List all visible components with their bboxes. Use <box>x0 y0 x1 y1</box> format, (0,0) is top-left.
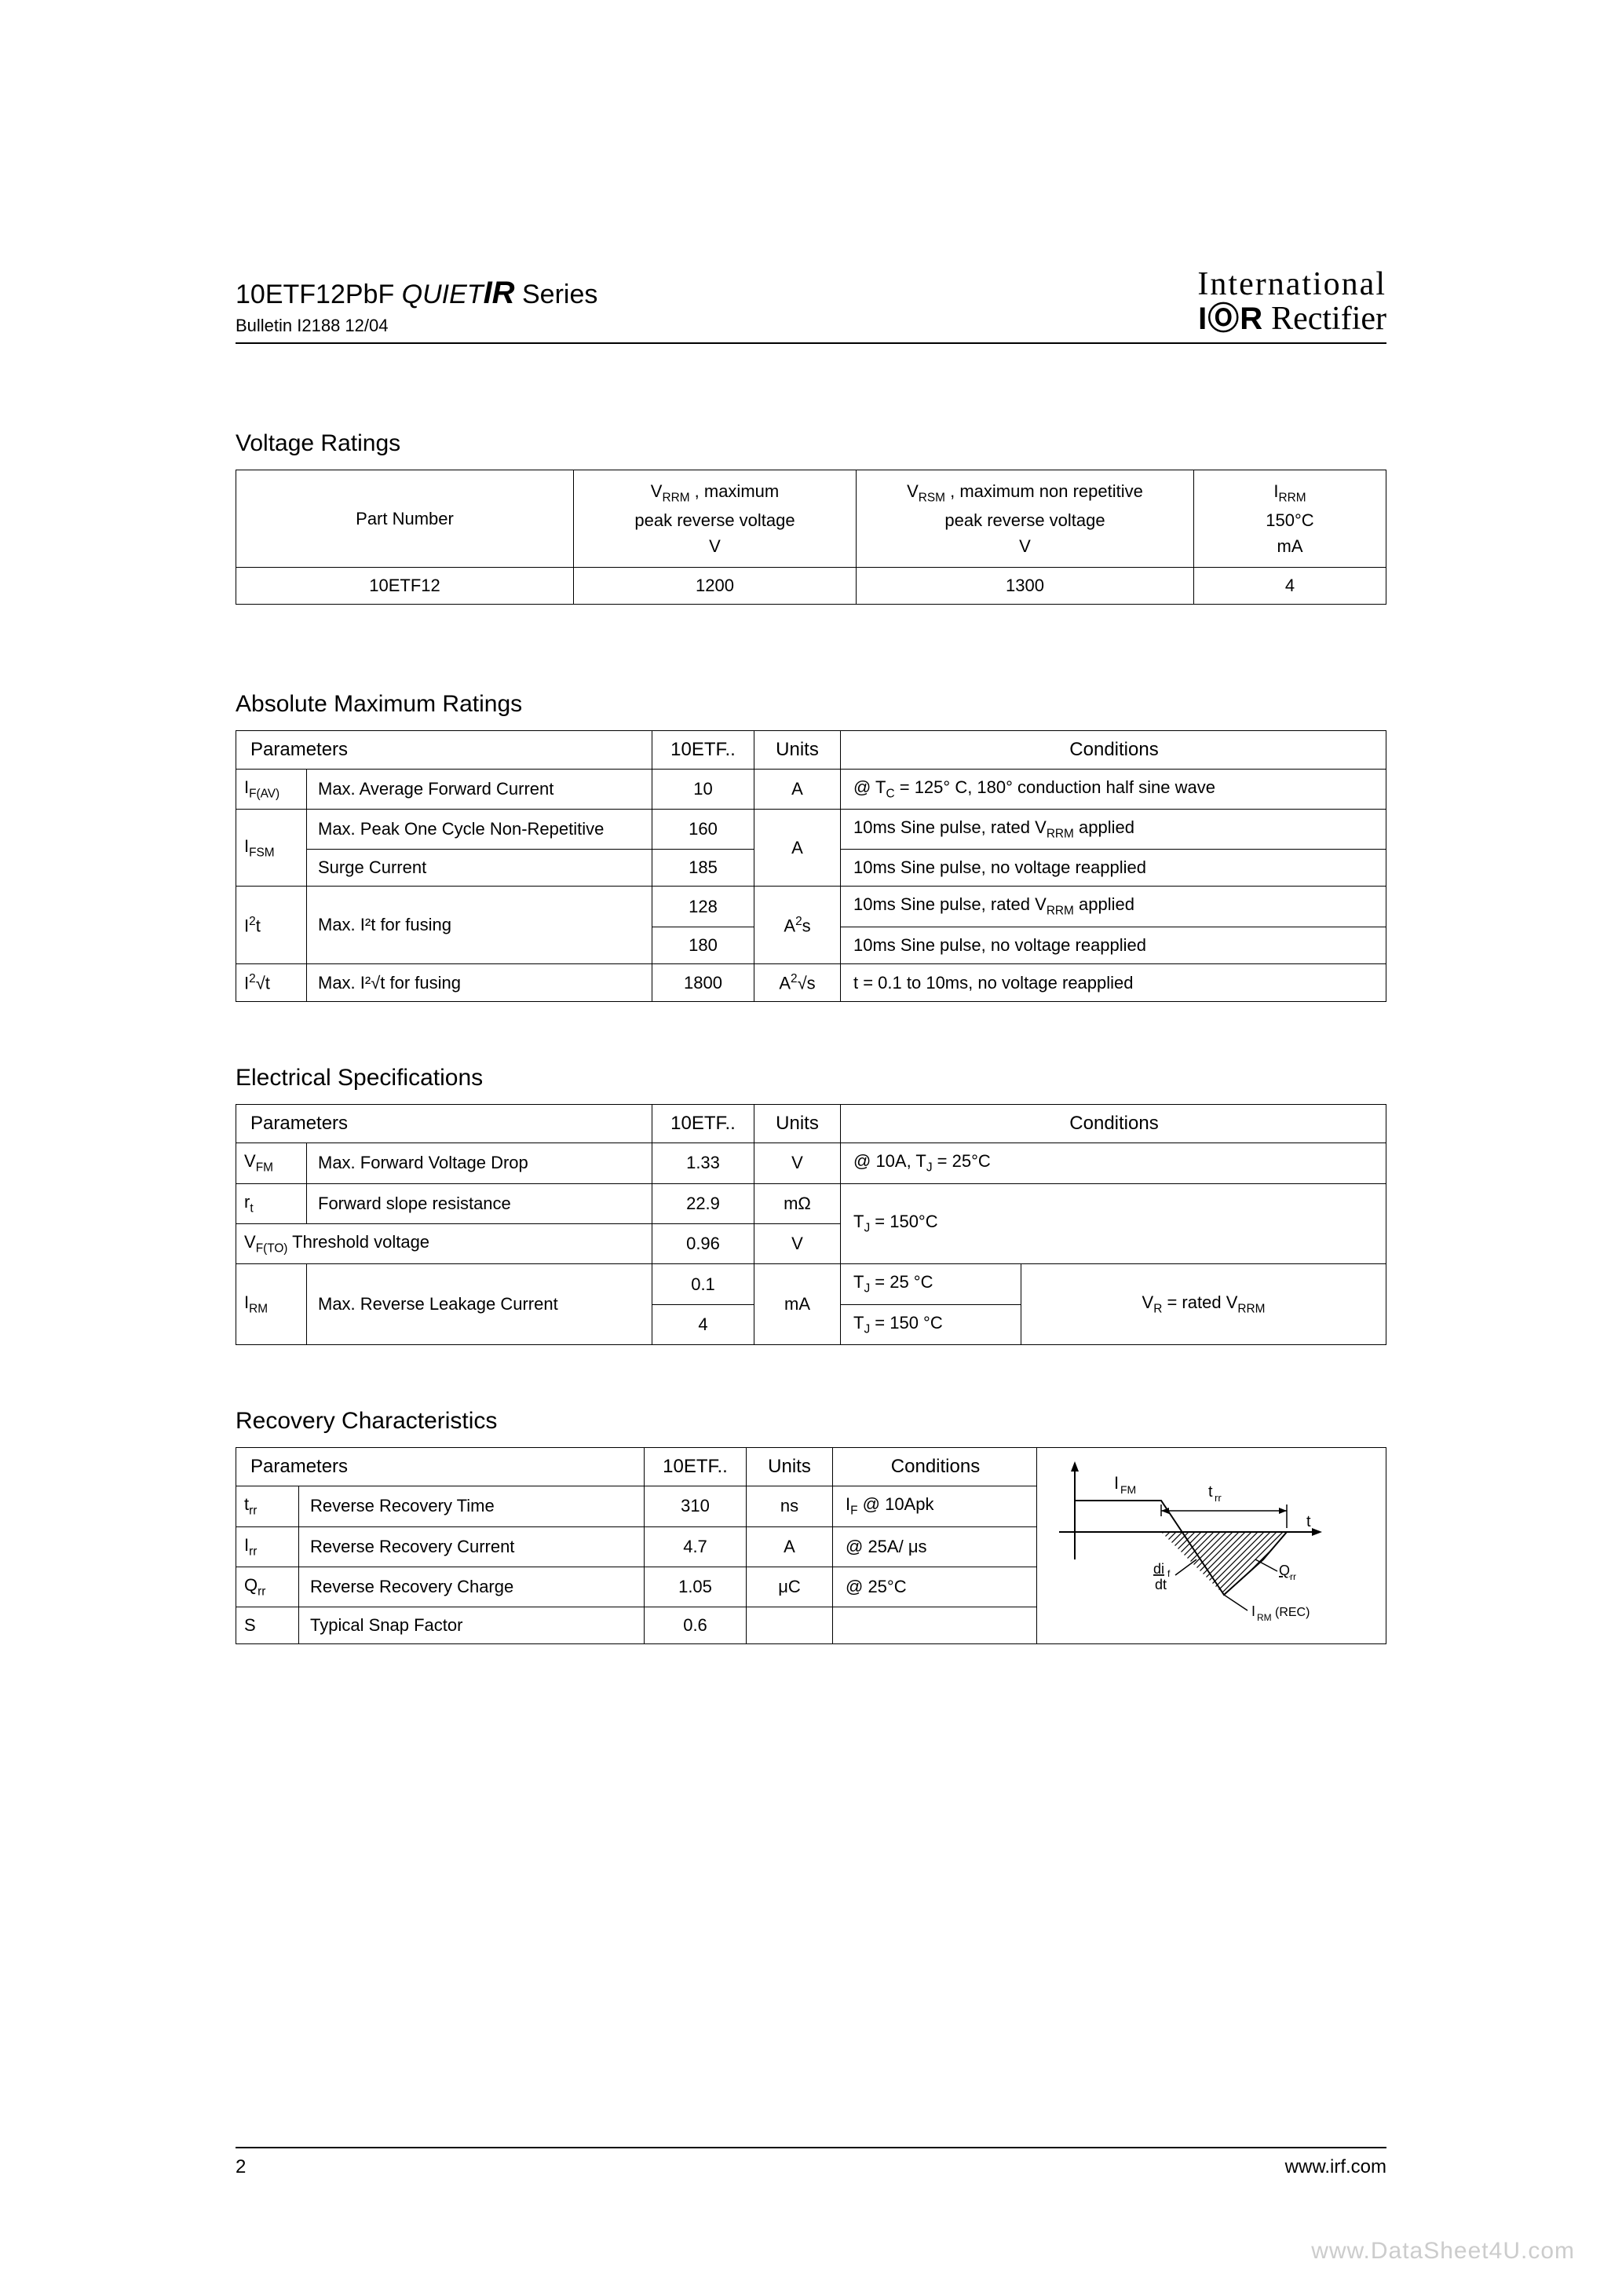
vr-vrsm: 1300 <box>857 567 1194 604</box>
elec-spec-title: Electrical Specifications <box>236 1065 1386 1091</box>
vr-head-vrrm: VRRM , maximum peak reverse voltage V <box>574 470 857 568</box>
voltage-ratings-title: Voltage Ratings <box>236 430 1386 457</box>
svg-text:I: I <box>1114 1473 1119 1493</box>
abs-max-section: Absolute Maximum Ratings Parameters 10ET… <box>236 691 1386 1003</box>
svg-text:FM: FM <box>1120 1483 1136 1496</box>
es-head-param: Parameters <box>236 1105 652 1143</box>
table-row: IRM Max. Reverse Leakage Current 0.1 mA … <box>236 1264 1386 1304</box>
table-row: IFSM Max. Peak One Cycle Non-Repetitive … <box>236 810 1386 850</box>
page: 10ETF12PbF QUIETIR Series Bulletin I2188… <box>0 0 1622 2296</box>
svg-text:dt: dt <box>1155 1577 1167 1592</box>
vr-head-part: Part Number <box>236 470 574 568</box>
recovery-waveform-svg: IFM trr t <box>1043 1457 1334 1630</box>
svg-text:t: t <box>1306 1513 1311 1530</box>
amr-head-param: Parameters <box>236 730 652 769</box>
amr-head-cond: Conditions <box>841 730 1386 769</box>
rc-head-cond: Conditions <box>833 1448 1037 1486</box>
product-prefix: 10ETF12PbF <box>236 280 402 309</box>
abs-max-title: Absolute Maximum Ratings <box>236 691 1386 718</box>
recovery-title: Recovery Characteristics <box>236 1408 1386 1435</box>
ir-text: IR <box>484 276 515 310</box>
header: 10ETF12PbF QUIETIR Series Bulletin I2188… <box>236 267 1386 344</box>
footer: 2 www.irf.com <box>236 2147 1386 2178</box>
vr-irrm: 4 <box>1194 567 1386 604</box>
header-right: International IⓄR Rectifier <box>1197 267 1386 336</box>
svg-text:rr: rr <box>1290 1571 1296 1582</box>
recovery-diagram: IFM trr t <box>1037 1448 1386 1644</box>
table-row: I2√t Max. I²√t for fusing 1800 A2√s t = … <box>236 963 1386 1001</box>
svg-text:(REC): (REC) <box>1275 1606 1310 1619</box>
es-head-unit: Units <box>754 1105 841 1143</box>
vr-head-irrm: IRRM 150°C mA <box>1194 470 1386 568</box>
es-head-cond: Conditions <box>841 1105 1386 1143</box>
rc-head-val: 10ETF.. <box>645 1448 747 1486</box>
es-head-val: 10ETF.. <box>652 1105 754 1143</box>
watermark: www.DataSheet4U.com <box>1311 2238 1575 2265</box>
recovery-section: Recovery Characteristics Parameters 10ET… <box>236 1408 1386 1644</box>
page-number: 2 <box>236 2156 246 2178</box>
table-row: IF(AV) Max. Average Forward Current 10 A… <box>236 769 1386 809</box>
svg-text:I: I <box>1251 1603 1255 1619</box>
vr-vrrm: 1200 <box>574 567 857 604</box>
series-suffix: Series <box>515 280 598 309</box>
amr-head-val: 10ETF.. <box>652 730 754 769</box>
bulletin: Bulletin I2188 12/04 <box>236 316 597 336</box>
abs-max-table: Parameters 10ETF.. Units Conditions IF(A… <box>236 730 1386 1003</box>
vr-row: 10ETF12 1200 1300 4 <box>236 567 1386 604</box>
svg-text:rr: rr <box>1215 1492 1222 1504</box>
voltage-ratings-section: Voltage Ratings Part Number VRRM , maxim… <box>236 430 1386 605</box>
product-title: 10ETF12PbF QUIETIR Series <box>236 276 597 311</box>
vr-part: 10ETF12 <box>236 567 574 604</box>
vr-head-vrsm: VRSM , maximum non repetitive peak rever… <box>857 470 1194 568</box>
header-left: 10ETF12PbF QUIETIR Series Bulletin I2188… <box>236 276 597 336</box>
svg-text:di: di <box>1153 1561 1164 1577</box>
series-prefix: QUIET <box>402 280 484 309</box>
elec-spec-table: Parameters 10ETF.. Units Conditions VFM … <box>236 1104 1386 1345</box>
footer-url: www.irf.com <box>1285 2156 1386 2178</box>
svg-text:Q: Q <box>1279 1563 1290 1578</box>
svg-text:f: f <box>1167 1568 1171 1579</box>
brand-international: International <box>1197 267 1386 302</box>
table-row: VFM Max. Forward Voltage Drop 1.33 V @ 1… <box>236 1143 1386 1183</box>
svg-text:t: t <box>1208 1483 1213 1501</box>
rc-head-param: Parameters <box>236 1448 645 1486</box>
table-row: I2t Max. I²t for fusing 128 A2s 10ms Sin… <box>236 887 1386 927</box>
elec-spec-section: Electrical Specifications Parameters 10E… <box>236 1065 1386 1345</box>
svg-text:RM: RM <box>1257 1612 1272 1623</box>
brand-ior: IⓄR <box>1198 302 1263 335</box>
recovery-table: Parameters 10ETF.. Units Conditions IFM <box>236 1447 1386 1644</box>
rc-head-unit: Units <box>747 1448 833 1486</box>
voltage-ratings-table: Part Number VRRM , maximum peak reverse … <box>236 470 1386 605</box>
table-row: rt Forward slope resistance 22.9 mΩ TJ =… <box>236 1183 1386 1223</box>
brand-rectifier: Rectifier <box>1271 302 1386 336</box>
amr-head-unit: Units <box>754 730 841 769</box>
